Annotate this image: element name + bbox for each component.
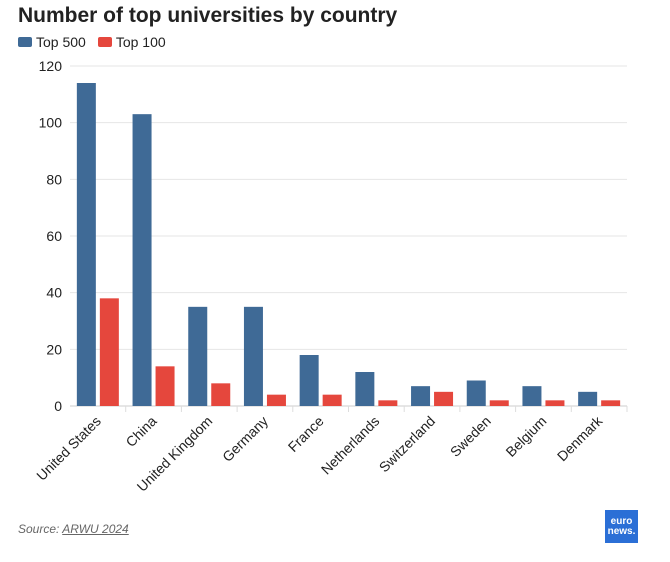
bar-top100 bbox=[545, 400, 565, 406]
bar-top500 bbox=[132, 114, 152, 407]
bar-top100 bbox=[99, 298, 119, 406]
bar-top500 bbox=[578, 391, 598, 406]
source-link[interactable]: ARWU 2024 bbox=[62, 522, 129, 536]
y-tick-label: 20 bbox=[46, 341, 62, 357]
logo-line2: news. bbox=[607, 525, 636, 537]
bar-top100 bbox=[155, 366, 175, 406]
legend-label: Top 500 bbox=[36, 34, 86, 50]
bar-top500 bbox=[466, 380, 486, 406]
y-tick-label: 100 bbox=[39, 115, 63, 131]
bar-top500 bbox=[411, 386, 431, 406]
legend-item-top100[interactable]: Top 100 bbox=[97, 34, 166, 50]
bar-top100 bbox=[322, 394, 342, 406]
x-tick-label: Netherlands bbox=[318, 413, 383, 478]
x-tick-label: Denmark bbox=[554, 412, 606, 464]
y-tick-label: 0 bbox=[54, 398, 62, 414]
x-tick-label: Germany bbox=[219, 413, 271, 465]
bar-top500 bbox=[76, 83, 96, 406]
y-tick-label: 120 bbox=[39, 58, 63, 74]
legend-item-top500[interactable]: Top 500 bbox=[18, 34, 86, 50]
x-tick-label: Sweden bbox=[447, 413, 494, 460]
legend-swatch bbox=[97, 37, 112, 47]
legend: Top 500 Top 100 bbox=[18, 34, 166, 50]
y-tick-label: 80 bbox=[46, 171, 62, 187]
legend-label: Top 100 bbox=[115, 34, 166, 50]
bar-top100 bbox=[266, 394, 286, 406]
x-tick-label: United States bbox=[33, 413, 104, 484]
bar-top500 bbox=[243, 306, 263, 406]
x-tick-label: Switzerland bbox=[376, 413, 438, 475]
bar-top100 bbox=[211, 383, 231, 406]
source-note: Source: ARWU 2024 bbox=[18, 522, 129, 536]
x-tick-label: Belgium bbox=[502, 413, 549, 460]
bar-top500 bbox=[355, 372, 375, 406]
bar-top500 bbox=[188, 306, 208, 406]
bar-top100 bbox=[378, 400, 398, 406]
bar-top100 bbox=[601, 400, 621, 406]
x-tick-label: China bbox=[122, 413, 159, 450]
y-tick-label: 40 bbox=[46, 285, 62, 301]
bar-top500 bbox=[522, 386, 542, 406]
chart-title: Number of top universities by country bbox=[18, 4, 398, 27]
x-tick-label: France bbox=[285, 413, 327, 455]
euronews-logo: euro news. bbox=[605, 510, 638, 543]
bar-top100 bbox=[489, 400, 509, 406]
y-tick-label: 60 bbox=[46, 228, 62, 244]
source-label: Source: bbox=[18, 522, 60, 536]
bar-top500 bbox=[299, 355, 319, 406]
bar-top100 bbox=[434, 391, 454, 406]
legend-swatch bbox=[18, 37, 32, 47]
logo-line1: euro bbox=[610, 515, 633, 527]
